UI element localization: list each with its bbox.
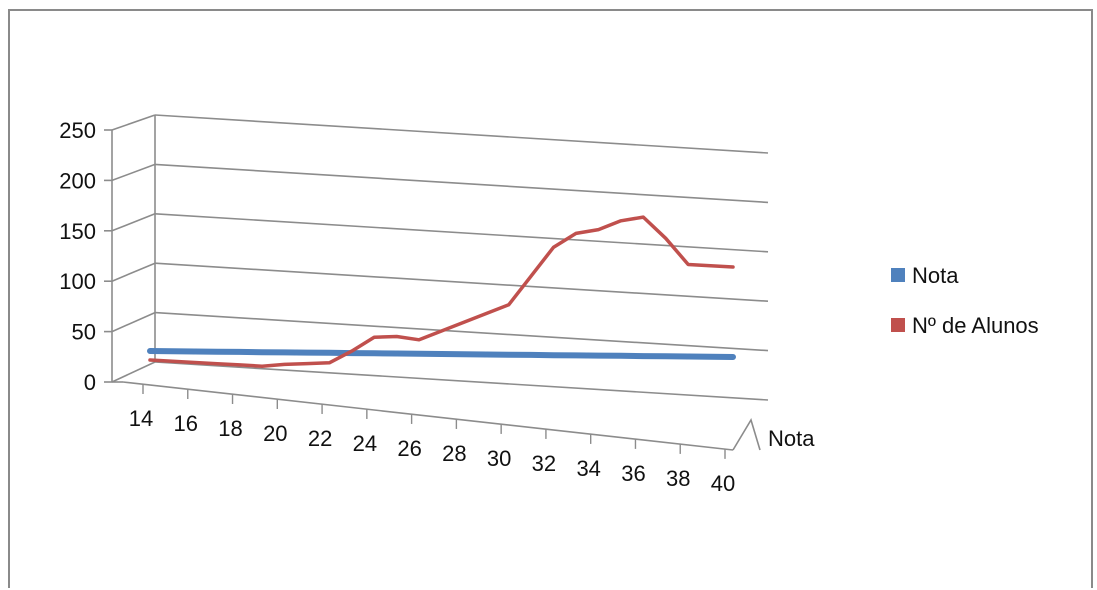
chart-frame bbox=[8, 9, 1093, 588]
y-tick-label: 0 bbox=[84, 370, 96, 395]
gridline bbox=[154, 163, 769, 204]
x-tick-label: 34 bbox=[576, 456, 600, 481]
y-tick-label: 100 bbox=[59, 269, 96, 294]
x-axis-line bbox=[122, 381, 734, 451]
legend-label: Nº de Alunos bbox=[912, 313, 1039, 338]
x-tick-label: 36 bbox=[621, 461, 645, 486]
gridline bbox=[154, 262, 769, 302]
side-gridline bbox=[111, 361, 156, 383]
x-tick-label: 38 bbox=[666, 466, 690, 491]
axes bbox=[104, 115, 761, 459]
x-tick-label: 16 bbox=[174, 411, 198, 436]
side-gridline bbox=[111, 262, 156, 282]
series-lines bbox=[147, 215, 736, 368]
gridlines bbox=[111, 114, 769, 401]
x-tick-label: 24 bbox=[353, 431, 377, 456]
x-tick-label: 32 bbox=[532, 451, 556, 476]
legend-swatch bbox=[891, 318, 905, 332]
legend: Nota Nº de Alunos bbox=[891, 263, 1039, 338]
series-line-alunos bbox=[148, 215, 735, 368]
x-tick-label: 26 bbox=[397, 436, 421, 461]
y-tick-label: 200 bbox=[59, 168, 96, 193]
y-tick-labels: 0 50 100 150 200 250 bbox=[59, 118, 96, 395]
gridline bbox=[154, 361, 769, 401]
gridline bbox=[154, 311, 769, 352]
side-gridline bbox=[111, 311, 156, 333]
legend-label: Nota bbox=[912, 263, 959, 288]
gridline bbox=[154, 213, 769, 253]
x-tick-label: 40 bbox=[711, 471, 735, 496]
gridline bbox=[154, 114, 769, 154]
x-tick-label: 28 bbox=[442, 441, 466, 466]
y-tick-label: 250 bbox=[59, 118, 96, 143]
y-tick-label: 50 bbox=[72, 320, 96, 345]
series-line-nota bbox=[147, 348, 736, 360]
x-tick-label: 22 bbox=[308, 426, 332, 451]
y-tick-label: 150 bbox=[59, 219, 96, 244]
x-tick-label: 20 bbox=[263, 421, 287, 446]
side-gridline bbox=[111, 163, 156, 182]
legend-swatch bbox=[891, 268, 905, 282]
x-tick-label: 30 bbox=[487, 446, 511, 471]
side-gridline bbox=[111, 114, 156, 131]
side-gridline bbox=[111, 213, 156, 232]
depth-axis-label: Nota bbox=[768, 426, 815, 451]
x-tick-labels: 14 16 18 20 22 24 26 28 30 32 34 36 38 40 bbox=[129, 406, 735, 496]
depth-axis-line bbox=[732, 418, 761, 451]
x-tick-label: 14 bbox=[129, 406, 153, 431]
x-tick-label: 18 bbox=[218, 416, 242, 441]
